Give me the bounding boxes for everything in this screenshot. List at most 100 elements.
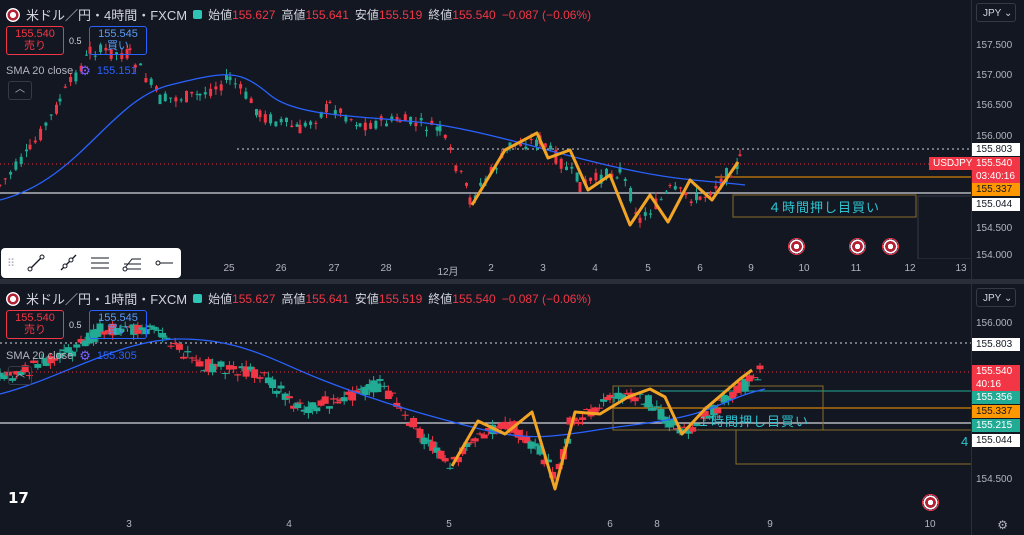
candle-body xyxy=(454,457,462,463)
candle-body xyxy=(319,112,323,118)
candle-body xyxy=(638,217,642,223)
candle-body xyxy=(438,125,442,132)
candle-body xyxy=(591,407,599,414)
sma-legend[interactable]: SMA 20 close ⚙ 155.305 xyxy=(6,348,137,363)
sell-button[interactable]: 155.540 売り xyxy=(6,26,64,55)
candle-body xyxy=(281,393,289,400)
candle-body xyxy=(196,361,204,367)
candle-body xyxy=(450,456,458,460)
candle-body xyxy=(575,172,579,182)
pane-divider[interactable] xyxy=(0,279,1024,284)
candle-body xyxy=(9,172,13,175)
time-tick-label: 5 xyxy=(645,263,651,274)
candle-body xyxy=(479,182,483,186)
ray-tool-icon[interactable] xyxy=(57,252,79,274)
candle-body xyxy=(25,375,33,377)
candle-body xyxy=(583,409,591,411)
candle-body xyxy=(159,332,167,338)
settings-gear-icon[interactable]: ⚙ xyxy=(997,518,1008,532)
candle-body xyxy=(703,196,707,198)
candle-body xyxy=(180,356,188,359)
spread-value: 0.5 xyxy=(69,320,82,330)
time-tick-label: 25 xyxy=(223,263,235,274)
price-axis-1h[interactable]: JPY ⌄ 156.000 154.500 155.803 155.540 40:16 1… xyxy=(971,284,1024,535)
candle-body xyxy=(529,138,533,141)
candle-body xyxy=(69,77,73,83)
candle-body xyxy=(680,426,688,428)
candlestick-area-4h[interactable] xyxy=(0,0,972,259)
price-tag-white: 155.044 xyxy=(972,434,1020,447)
price-tick-label: 157.000 xyxy=(976,70,1013,81)
parallel-channel-tool-icon[interactable] xyxy=(89,252,111,274)
candle-body xyxy=(349,119,353,121)
candle-body xyxy=(113,328,121,335)
candle-body xyxy=(39,128,43,141)
time-tick-label: 8 xyxy=(654,519,660,530)
tradingview-logo[interactable]: 𝟭𝟳 xyxy=(8,490,29,507)
candle-body xyxy=(719,178,723,186)
horizontal-ray-tool-icon[interactable] xyxy=(153,252,175,274)
event-usd-flag-icon[interactable] xyxy=(882,238,899,255)
symbol-title[interactable]: 米ドル／円・1時間・FXCM xyxy=(26,292,188,307)
currency-selector[interactable]: JPY ⌄ xyxy=(976,3,1016,22)
candle-body xyxy=(754,379,762,381)
candle-body xyxy=(523,436,531,444)
annotation-number: 4 xyxy=(961,434,970,449)
time-tick-label: 11 xyxy=(850,263,862,274)
price-tag-green: 155.356 xyxy=(972,391,1020,404)
sma-legend[interactable]: SMA 20 close ⚙ 155.151 xyxy=(6,63,137,78)
candle-body xyxy=(51,358,59,361)
price-tick-label: 154.500 xyxy=(976,474,1013,485)
buy-button[interactable]: 155.545 買い xyxy=(89,26,147,55)
candle-body xyxy=(449,147,453,150)
event-usd-flag-icon[interactable] xyxy=(788,238,805,255)
collapse-legend-button[interactable]: ︿ xyxy=(8,81,32,100)
candle-body xyxy=(96,323,104,334)
candle-body xyxy=(225,365,233,370)
candle-body xyxy=(403,114,407,122)
time-axis-1h[interactable]: 3 4 5 6 8 9 10 xyxy=(0,515,972,535)
trend-line-tool-icon[interactable] xyxy=(25,252,47,274)
candle-body xyxy=(63,86,67,88)
price-axis-4h[interactable]: JPY ⌄ 157.500 157.000 156.500 156.000 154.50… xyxy=(971,0,1024,279)
buy-button[interactable]: 155.545 買い xyxy=(89,310,147,339)
currency-selector[interactable]: JPY ⌄ xyxy=(976,288,1016,307)
candle-body xyxy=(38,358,46,360)
event-usd-flag-icon[interactable] xyxy=(922,494,939,511)
candle-body xyxy=(25,149,28,152)
collapse-legend-button[interactable]: ︿ xyxy=(8,366,32,385)
candle-body xyxy=(279,119,283,123)
candle-body xyxy=(33,140,37,143)
candle-body xyxy=(58,98,62,102)
candle-body xyxy=(294,402,302,409)
candle-body xyxy=(745,375,753,382)
candle-body xyxy=(559,158,563,169)
candle-body xyxy=(643,212,647,216)
time-axis-4h[interactable]: 25 26 27 28 12月 2 3 4 5 6 9 10 11 12 13 xyxy=(0,259,972,279)
sell-button[interactable]: 155.540 売り xyxy=(6,310,64,339)
price-tick-label: 156.500 xyxy=(976,100,1013,111)
drawing-toolbar[interactable]: ⠿ xyxy=(1,248,181,278)
chart-pane-1h[interactable]: 米ドル／円・1時間・FXCM 始値155.627 高値155.641 安値155… xyxy=(0,284,1024,535)
candle-body xyxy=(459,447,467,455)
symbol-title[interactable]: 米ドル／円・4時間・FXCM xyxy=(26,8,188,23)
candle-body xyxy=(321,396,329,404)
time-tick-label: 10 xyxy=(798,263,810,274)
event-usd-flag-icon[interactable] xyxy=(849,238,866,255)
candle-body xyxy=(370,380,378,393)
fib-tool-icon[interactable] xyxy=(121,252,143,274)
candle-body xyxy=(659,199,663,201)
candle-body xyxy=(209,88,213,96)
candle-body xyxy=(361,386,369,396)
candle-body xyxy=(93,55,97,57)
chart-pane-4h[interactable]: 米ドル／円・4時間・FXCM 始値155.627 高値155.641 安値155… xyxy=(0,0,1024,279)
candle-body xyxy=(234,374,242,376)
candle-body xyxy=(317,400,325,406)
candle-body xyxy=(300,409,308,412)
candle-body xyxy=(0,372,4,378)
candle-body xyxy=(468,197,472,205)
price-tick-label: 157.500 xyxy=(976,40,1013,51)
candle-body xyxy=(471,438,479,442)
candle-body xyxy=(333,110,337,115)
candle-body xyxy=(489,166,493,173)
